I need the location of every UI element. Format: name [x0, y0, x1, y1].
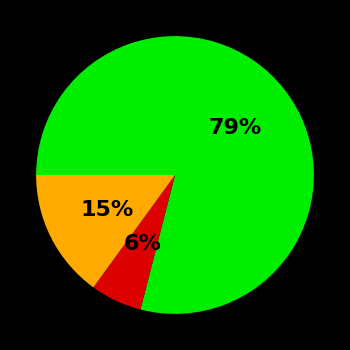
Text: 6%: 6% — [124, 234, 161, 254]
Wedge shape — [36, 36, 314, 314]
Wedge shape — [36, 175, 175, 287]
Text: 79%: 79% — [209, 118, 262, 138]
Wedge shape — [93, 175, 175, 309]
Text: 15%: 15% — [80, 200, 134, 220]
